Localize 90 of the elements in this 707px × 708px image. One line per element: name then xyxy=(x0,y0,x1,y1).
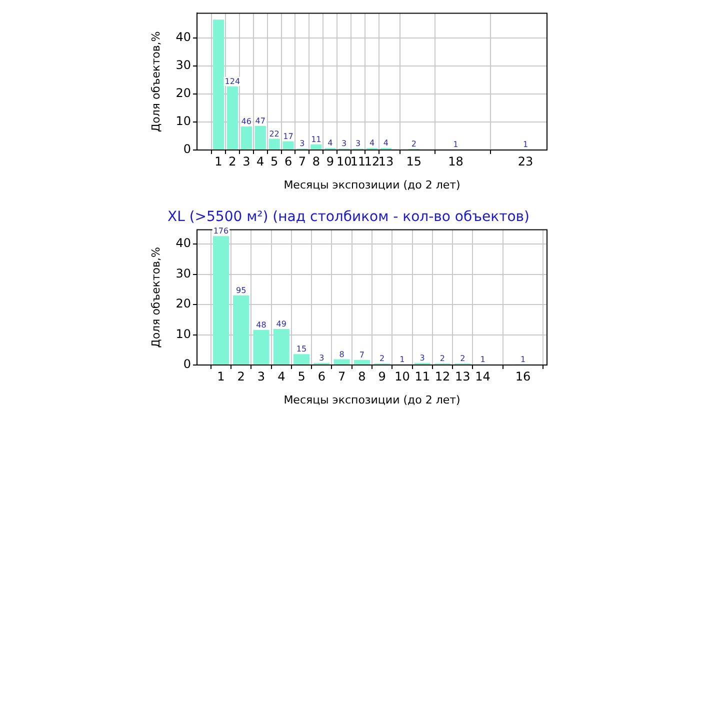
bar xyxy=(254,126,266,150)
x-tick-label: 5 xyxy=(298,369,306,384)
bar xyxy=(212,20,224,150)
x-tick-label: 15 xyxy=(406,154,422,168)
bar xyxy=(354,360,370,364)
x-tick-label: 5 xyxy=(270,154,278,168)
x-tick-label: 8 xyxy=(312,154,320,168)
x-tick-label: 9 xyxy=(326,154,334,168)
bar xyxy=(212,236,230,364)
x-tick-label: 9 xyxy=(378,369,386,384)
y-tick-label: 0 xyxy=(183,357,191,372)
x-tick-label: 4 xyxy=(256,154,264,168)
x-tick-label: 7 xyxy=(338,369,346,384)
annotation: 1 xyxy=(400,354,405,364)
annotation: 8 xyxy=(339,350,344,359)
y-axis-title: Доля объектов,% xyxy=(149,247,162,348)
x-axis-title: Месяцы экспозиции (до 2 лет) xyxy=(284,178,460,192)
annotation: 22 xyxy=(269,129,280,138)
y-tick-label: 30 xyxy=(176,266,191,280)
annotation: 3 xyxy=(420,353,425,362)
annotation: 11 xyxy=(311,134,322,144)
y-tick-label: 30 xyxy=(176,58,191,72)
x-tick-label: 16 xyxy=(515,369,531,384)
annotation: 3 xyxy=(319,353,324,362)
x-tick-label: 11 xyxy=(414,369,430,384)
x-tick-label: 12 xyxy=(434,369,450,384)
bar xyxy=(253,330,270,364)
x-tick-label: 12 xyxy=(364,154,380,168)
x-tick-label: 4 xyxy=(278,369,286,384)
y-tick-label: 40 xyxy=(176,30,191,44)
x-tick-label: 2 xyxy=(237,369,245,384)
x-tick-label: 7 xyxy=(298,154,306,168)
bar xyxy=(282,141,294,150)
annotation: 7 xyxy=(359,350,364,360)
x-tick-label: 18 xyxy=(448,154,464,168)
x-axis-title: Месяцы экспозиции (до 2 лет) xyxy=(284,393,460,406)
annotation: 17 xyxy=(283,132,294,141)
annotation: 3 xyxy=(342,139,347,148)
annotation: 4 xyxy=(328,138,333,148)
annotation: 2 xyxy=(440,354,446,364)
x-tick-label: 10 xyxy=(394,369,410,384)
x-tick-label: 3 xyxy=(242,154,250,168)
annotation: 176 xyxy=(213,226,229,236)
annotation: 1 xyxy=(522,140,528,150)
x-tick-label: 6 xyxy=(318,369,326,384)
x-tick-label: 13 xyxy=(454,369,470,384)
annotation: 1 xyxy=(520,354,526,364)
annotation: 1 xyxy=(453,140,458,150)
annotation: 95 xyxy=(236,286,246,296)
x-tick-label: 1 xyxy=(217,369,225,384)
y-axis-title: Доля объектов,% xyxy=(149,31,162,132)
annotation: 49 xyxy=(276,320,286,329)
annotation: 4 xyxy=(369,138,375,148)
annotation: 15 xyxy=(296,344,307,354)
y-tick-label: 10 xyxy=(176,114,191,128)
x-tick-label: 13 xyxy=(378,154,394,168)
bar xyxy=(334,359,350,364)
bar xyxy=(268,138,280,150)
x-tick-label: 6 xyxy=(284,154,292,168)
y-tick-label: 0 xyxy=(183,142,191,156)
annotation: 47 xyxy=(255,116,266,126)
annotation: 2 xyxy=(460,354,466,364)
bar xyxy=(293,354,310,364)
bar xyxy=(240,126,252,150)
annotation: 48 xyxy=(256,320,266,330)
x-tick-label: 1 xyxy=(214,154,222,168)
x-tick-label: 14 xyxy=(475,369,490,384)
x-tick-label: 3 xyxy=(257,369,266,384)
y-tick-label: 10 xyxy=(176,326,191,341)
annotation: 2 xyxy=(380,354,385,364)
bar xyxy=(273,329,290,364)
chart-title: XL (>5500 м²) (над столбиком - кол-во объектов) xyxy=(167,209,530,226)
bar xyxy=(233,295,250,364)
annotation: 3 xyxy=(356,139,361,148)
y-tick-label: 40 xyxy=(176,236,191,250)
x-tick-label: 11 xyxy=(350,154,366,168)
annotation: 3 xyxy=(300,139,305,148)
x-tick-label: 2 xyxy=(228,154,236,168)
y-tick-label: 20 xyxy=(176,296,191,311)
bar xyxy=(310,144,322,150)
x-tick-label: 23 xyxy=(518,154,534,168)
annotation: 124 xyxy=(224,76,240,86)
y-tick-label: 20 xyxy=(176,86,191,100)
x-tick-label: 10 xyxy=(336,154,352,168)
x-tick-label: 8 xyxy=(358,369,366,384)
bar xyxy=(226,86,238,150)
annotation: 46 xyxy=(241,117,252,126)
annotation: 2 xyxy=(411,139,416,148)
annotation: 4 xyxy=(383,138,388,148)
annotation: 1 xyxy=(480,354,486,364)
